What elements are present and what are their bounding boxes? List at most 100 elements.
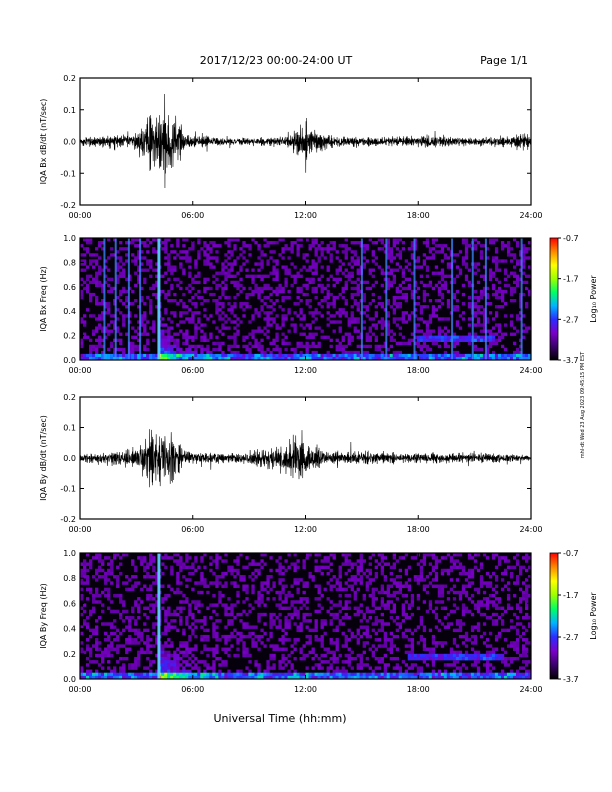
spectrogram-cell xyxy=(425,305,430,309)
spectrogram-cell xyxy=(332,672,336,677)
spectrogram-cell xyxy=(101,283,105,288)
spectrogram-cell xyxy=(194,302,198,306)
x-tick-label: 24:00 xyxy=(519,366,542,375)
spectrogram-cell xyxy=(146,341,150,346)
spectrogram-cell xyxy=(116,338,120,342)
spectrogram-cell xyxy=(173,650,177,655)
spectrogram-cell xyxy=(131,559,135,563)
spectrogram-cell xyxy=(356,292,360,297)
spectrogram-cell xyxy=(296,628,300,633)
spectrogram-cell xyxy=(218,600,222,604)
spectrogram-cell xyxy=(176,666,180,670)
spectrogram-cell xyxy=(233,326,237,330)
spectrogram-cell xyxy=(86,283,90,288)
spectrogram-cell xyxy=(488,241,493,245)
spectrogram-cell xyxy=(374,675,378,680)
spectrogram-cell xyxy=(344,268,348,272)
spectrogram-cell xyxy=(422,641,427,645)
spectrogram-cell xyxy=(80,244,84,248)
spectrogram-cell xyxy=(398,332,403,336)
spectrogram-cell xyxy=(476,600,481,604)
spectrogram-cell xyxy=(215,283,219,288)
spectrogram-cell xyxy=(149,259,153,263)
spectrogram-cell xyxy=(140,317,144,321)
spectrogram-cell xyxy=(134,347,138,352)
spectrogram-cell xyxy=(380,625,384,629)
spectrogram-event-line xyxy=(114,238,117,360)
spectrogram-cell xyxy=(356,277,360,281)
spectrogram-cell xyxy=(521,265,526,269)
spectrogram-cell xyxy=(392,634,396,639)
spectrogram-cell xyxy=(329,256,333,260)
spectrogram-cell xyxy=(173,299,177,303)
spectrogram-cell xyxy=(176,581,180,585)
spectrogram-cell xyxy=(437,619,442,623)
spectrogram-cell xyxy=(98,271,102,275)
spectrogram-cell xyxy=(95,644,99,648)
spectrogram-cell xyxy=(500,578,505,582)
spectrogram-cell xyxy=(380,565,384,570)
spectrogram-cell xyxy=(305,597,309,601)
spectrogram-cell xyxy=(89,347,93,352)
spectrogram-cell xyxy=(224,612,228,617)
spectrogram-cell xyxy=(353,612,357,617)
spectrogram-cell xyxy=(521,556,526,560)
spectrogram-cell xyxy=(161,353,165,358)
spectrogram-cell xyxy=(170,347,174,352)
spectrogram-cell xyxy=(308,672,312,677)
spectrogram-cell xyxy=(146,259,150,263)
spectrogram-cell xyxy=(155,295,159,300)
spectrogram-cell xyxy=(212,625,216,629)
spectrogram-cell xyxy=(305,302,309,306)
spectrogram-cell xyxy=(512,238,517,242)
spectrogram-cell xyxy=(119,672,123,677)
spectrogram-cell xyxy=(392,308,396,312)
spectrogram-cell xyxy=(137,347,141,352)
spectrogram-cell xyxy=(230,238,234,242)
spectrogram-cell xyxy=(176,241,180,245)
spectrogram-cell xyxy=(347,341,351,346)
spectrogram-cell xyxy=(464,247,469,251)
spectrogram-cell xyxy=(179,669,183,673)
spectrogram-cell xyxy=(338,268,342,272)
spectrogram-cell xyxy=(473,323,478,327)
spectrogram-cell xyxy=(515,241,520,245)
spectrogram-cell xyxy=(350,634,354,639)
spectrogram-cell xyxy=(224,283,228,288)
spectrogram-cell xyxy=(506,593,511,598)
spectrogram-cell xyxy=(350,271,354,275)
spectrogram-cell xyxy=(512,299,517,303)
spectrogram-cell xyxy=(410,663,415,667)
spectrogram-cell xyxy=(179,556,183,560)
spectrogram-cell xyxy=(230,265,234,269)
spectrogram-cell xyxy=(410,672,415,677)
spectrogram-cell xyxy=(221,268,225,272)
spectrogram-cell xyxy=(275,568,279,573)
spectrogram-cell xyxy=(404,341,409,346)
spectrogram-cell xyxy=(203,253,207,257)
spectrogram-cell xyxy=(101,622,105,626)
spectrogram-cell xyxy=(308,299,312,303)
spectrogram-cell xyxy=(326,268,330,272)
spectrogram-cell xyxy=(251,590,255,595)
spectrogram-cell xyxy=(155,292,159,297)
spectrogram-cell xyxy=(125,587,129,592)
spectrogram-cell xyxy=(230,253,234,257)
spectrogram-cell xyxy=(344,634,348,639)
spectrogram-cell xyxy=(224,320,228,324)
spectrogram-cell xyxy=(392,244,396,248)
spectrogram-cell xyxy=(236,647,240,651)
spectrogram-cell xyxy=(209,647,213,651)
spectrogram-cell xyxy=(83,353,87,358)
spectrogram-cell xyxy=(176,302,180,306)
spectrogram-cell xyxy=(407,616,412,620)
spectrogram-cell xyxy=(467,317,472,321)
spectrogram-cell xyxy=(143,628,147,633)
spectrogram-cell xyxy=(242,241,246,245)
spectrogram-cell xyxy=(167,253,171,257)
spectrogram-cell xyxy=(272,341,276,346)
spectrogram-cell xyxy=(260,344,264,349)
spectrogram-cell xyxy=(347,647,351,651)
spectrogram-cell xyxy=(389,280,393,285)
spectrogram-cell xyxy=(299,299,303,303)
